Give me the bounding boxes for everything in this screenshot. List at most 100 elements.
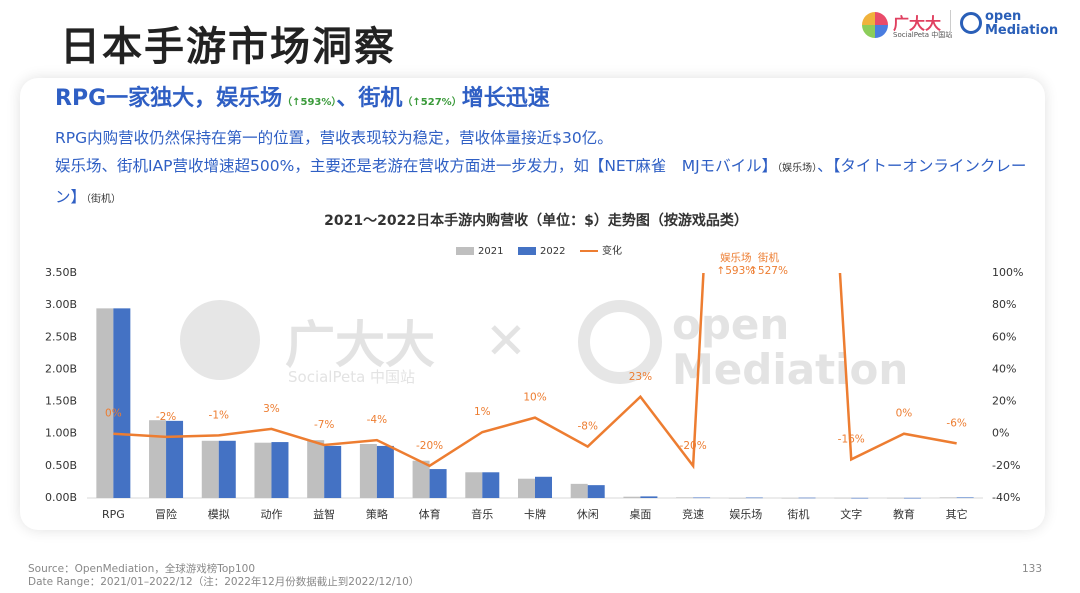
bar	[956, 497, 974, 499]
data-label: -8%	[577, 421, 597, 433]
y-tick-label: 1.00B	[45, 427, 77, 440]
data-label: -1%	[209, 409, 229, 421]
bar	[693, 497, 711, 499]
y-tick-label: 3.50B	[45, 266, 77, 279]
data-label: 10%	[523, 392, 546, 404]
data-label: 1%	[474, 406, 491, 418]
change-line	[113, 273, 957, 470]
y2-tick-label: 40%	[992, 362, 1016, 375]
bar	[271, 442, 289, 498]
bar	[570, 483, 588, 498]
paragraph-note: （街机）	[86, 194, 122, 205]
y-tick-label: 1.50B	[45, 395, 77, 408]
data-label: -20%	[680, 440, 707, 452]
x-tick-label: RPG	[102, 508, 125, 521]
bar	[728, 497, 746, 499]
y-tick-label: 3.00B	[45, 298, 77, 311]
card	[20, 78, 1045, 530]
bar	[623, 496, 641, 498]
bar	[149, 420, 167, 498]
x-tick-label: 娱乐场	[729, 507, 762, 521]
data-label: 23%	[629, 371, 652, 383]
chart-title: 2021～2022日本手游内购营收（单位：$）走势图（按游戏品类）	[324, 212, 748, 229]
bar	[201, 440, 219, 498]
footer-range: Date Range：2021/01–2022/12（注：2022年12月份数据…	[28, 576, 420, 588]
data-label: -20%	[416, 440, 443, 452]
bar	[781, 497, 799, 499]
legend-label: 变化	[602, 244, 622, 257]
data-label: ↑527%	[749, 265, 788, 277]
data-label: -2%	[156, 411, 176, 423]
x-tick-label: 音乐	[471, 507, 493, 521]
y-tick-label: 2.50B	[45, 330, 77, 343]
x-tick-label: 教育	[893, 507, 915, 521]
x-tick-label: 冒险	[155, 507, 177, 521]
x-tick-label: 动作	[260, 508, 282, 521]
x-tick-label: 桌面	[629, 508, 651, 521]
data-label: -4%	[367, 414, 387, 426]
x-tick-label: 休闲	[577, 507, 599, 521]
bar	[166, 420, 184, 498]
y2-tick-label: 20%	[992, 395, 1016, 408]
y2-tick-label: 100%	[992, 266, 1023, 279]
om-icon	[960, 12, 982, 34]
bar	[518, 478, 535, 498]
data-label: 3%	[263, 403, 280, 415]
bar	[96, 308, 114, 498]
x-tick-label: 模拟	[208, 507, 230, 521]
x-tick-label: 策略	[366, 507, 388, 521]
subtitle-note: （↑593%）	[282, 97, 337, 108]
bar	[745, 497, 763, 499]
data-label-category: 娱乐场	[720, 251, 752, 264]
y2-tick-label: -20%	[992, 459, 1020, 472]
subtitle-note: （↑527%）	[402, 97, 462, 108]
x-tick-label: 益智	[313, 507, 335, 521]
watermark-om-top: open	[672, 300, 790, 349]
slide-title: 日本手游市场洞察	[60, 24, 396, 70]
footer-source: Source：OpenMediation，全球游戏榜Top100	[28, 563, 256, 575]
om-bottom: Mediation	[985, 23, 1059, 38]
legend-swatch	[518, 247, 536, 255]
page-number: 133	[1022, 563, 1043, 575]
bar	[324, 445, 342, 498]
bar	[939, 497, 957, 498]
subtitle-text: 增长迅速	[461, 86, 550, 111]
legend-label: 2022	[540, 246, 565, 257]
logo-icon	[862, 12, 888, 38]
bar	[359, 444, 377, 498]
subtitle-text: RPG一家独大，娱乐场	[55, 86, 283, 111]
watermark-om-bottom: Mediation	[672, 345, 909, 394]
bar	[535, 476, 552, 498]
logo-brand: 广大大	[893, 14, 942, 33]
y-tick-label: 2.00B	[45, 362, 77, 375]
data-label: -6%	[946, 417, 966, 429]
y-tick-label: 0.00B	[45, 491, 77, 504]
subtitle-text: 、街机	[336, 86, 403, 111]
watermark-cross: ✕	[485, 312, 527, 370]
bar	[903, 497, 921, 499]
y2-tick-label: -40%	[992, 491, 1020, 504]
data-label: ↑593%	[716, 265, 755, 277]
bar	[886, 497, 904, 499]
x-tick-label: 竞速	[682, 507, 704, 521]
data-label: -16%	[838, 433, 865, 445]
subtitle: RPG一家独大，娱乐场（↑593%）、街机（↑527%）增长迅速	[55, 80, 550, 112]
watermark-brand: 广大大	[285, 316, 435, 374]
y2-tick-label: 80%	[992, 298, 1016, 311]
data-label: 0%	[105, 408, 122, 420]
paragraph: 娱乐场、街机IAP营收增速超500%，主要还是老游在营收方面进一步发力，如【NE…	[55, 152, 1040, 214]
watermark-icon	[180, 300, 260, 380]
data-label: 0%	[896, 408, 913, 420]
x-tick-label: 文字	[840, 507, 862, 521]
paragraph-note: （娱乐场）	[777, 163, 818, 174]
data-label-category: 街机	[758, 251, 779, 264]
x-tick-label: 其它	[946, 507, 968, 521]
x-tick-label: 卡牌	[524, 507, 546, 521]
paragraph: RPG内购营收仍然保持在第一的位置，营收表现较为稳定，营收体量接近$30亿。	[55, 129, 613, 147]
bar	[218, 440, 236, 498]
x-tick-label: 体育	[419, 507, 441, 521]
x-tick-label: 街机	[788, 507, 810, 521]
bar	[429, 469, 447, 498]
